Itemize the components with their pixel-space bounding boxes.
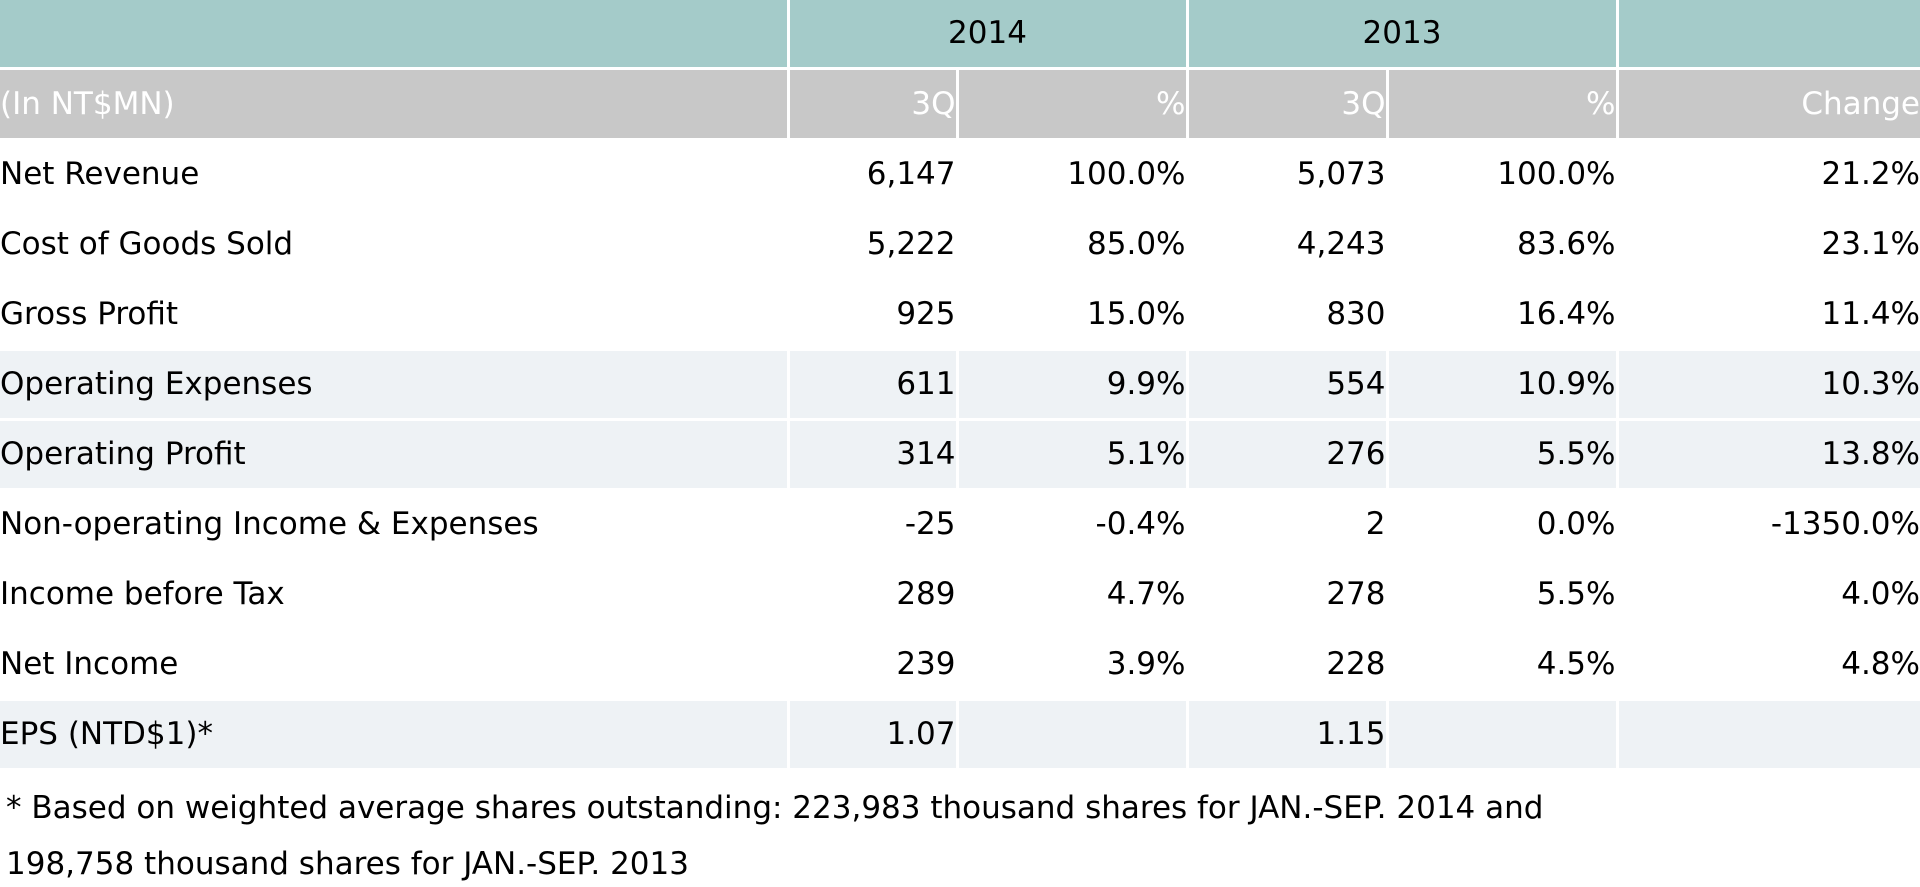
- year-2013-header: 2013: [1187, 0, 1619, 70]
- value-pct-2014: 85.0%: [957, 209, 1189, 281]
- value-3q-2013: 278: [1187, 559, 1389, 631]
- unit-label: (In NT$MN): [0, 68, 790, 141]
- value-change: 10.3%: [1617, 349, 1920, 421]
- col-header-pct-2013: %: [1387, 68, 1619, 141]
- value-pct-2013: 16.4%: [1387, 279, 1619, 351]
- value-pct-2014: 100.0%: [957, 139, 1189, 211]
- value-change: [1617, 699, 1920, 771]
- footnote-line-2: 198,758 thousand shares for JAN.-SEP. 20…: [6, 845, 689, 882]
- value-3q-2013: 554: [1187, 349, 1389, 421]
- row-label: Non-operating Income & Expenses: [0, 489, 790, 561]
- value-3q-2013: 2: [1187, 489, 1389, 561]
- value-3q-2014: 5,222: [788, 209, 959, 281]
- row-label: Net Revenue: [0, 139, 790, 211]
- value-3q-2014: 6,147: [788, 139, 959, 211]
- empty-header-cell: [0, 0, 790, 70]
- value-3q-2013: 4,243: [1187, 209, 1389, 281]
- value-3q-2013: 228: [1187, 629, 1389, 701]
- year-2014-header: 2014: [788, 0, 1189, 70]
- value-change: -1350.0%: [1617, 489, 1920, 561]
- value-pct-2013: 5.5%: [1387, 419, 1619, 491]
- value-pct-2014: 4.7%: [957, 559, 1189, 631]
- value-change: 23.1%: [1617, 209, 1920, 281]
- income-statement-table: 2014 2013 (In NT$MN) 3Q % 3Q % Change Ne…: [0, 0, 1920, 771]
- value-pct-2014: 3.9%: [957, 629, 1189, 701]
- col-header-change: Change: [1617, 68, 1920, 141]
- value-3q-2013: 1.15: [1187, 699, 1389, 771]
- value-3q-2014: 1.07: [788, 699, 959, 771]
- col-header-3q-2014: 3Q: [788, 68, 959, 141]
- col-header-pct-2014: %: [957, 68, 1189, 141]
- value-pct-2014: 9.9%: [957, 349, 1189, 421]
- value-pct-2014: [957, 699, 1189, 771]
- year-header-row: 2014 2013: [0, 0, 1920, 70]
- row-label: Gross Profit: [0, 279, 790, 351]
- table-row-net-revenue: Net Revenue 6,147 100.0% 5,073 100.0% 21…: [0, 139, 1920, 211]
- value-pct-2014: -0.4%: [957, 489, 1189, 561]
- value-pct-2013: 0.0%: [1387, 489, 1619, 561]
- row-label: Operating Profit: [0, 419, 790, 491]
- table-row-eps: EPS (NTD$1)* 1.07 1.15: [0, 699, 1920, 771]
- table-row-net-income: Net Income 239 3.9% 228 4.5% 4.8%: [0, 629, 1920, 701]
- value-3q-2014: 611: [788, 349, 959, 421]
- footnote: * Based on weighted average shares outst…: [0, 780, 1920, 887]
- row-label: EPS (NTD$1)*: [0, 699, 790, 771]
- value-pct-2013: 10.9%: [1387, 349, 1619, 421]
- table-row-operating-expenses: Operating Expenses 611 9.9% 554 10.9% 10…: [0, 349, 1920, 421]
- table-row-income-before-tax: Income before Tax 289 4.7% 278 5.5% 4.0%: [0, 559, 1920, 631]
- value-3q-2013: 276: [1187, 419, 1389, 491]
- table-row-gross-profit: Gross Profit 925 15.0% 830 16.4% 11.4%: [0, 279, 1920, 351]
- value-pct-2014: 5.1%: [957, 419, 1189, 491]
- col-header-3q-2013: 3Q: [1187, 68, 1389, 141]
- table-row-cost-of-goods-sold: Cost of Goods Sold 5,222 85.0% 4,243 83.…: [0, 209, 1920, 281]
- value-3q-2013: 5,073: [1187, 139, 1389, 211]
- column-header-row: (In NT$MN) 3Q % 3Q % Change: [0, 68, 1920, 141]
- table-row-non-operating-income-expenses: Non-operating Income & Expenses -25 -0.4…: [0, 489, 1920, 561]
- value-3q-2014: -25: [788, 489, 959, 561]
- row-label: Cost of Goods Sold: [0, 209, 790, 281]
- empty-header-cell: [1617, 0, 1920, 70]
- value-change: 4.8%: [1617, 629, 1920, 701]
- row-label: Income before Tax: [0, 559, 790, 631]
- value-3q-2014: 289: [788, 559, 959, 631]
- value-pct-2013: 83.6%: [1387, 209, 1619, 281]
- value-pct-2013: 100.0%: [1387, 139, 1619, 211]
- value-change: 4.0%: [1617, 559, 1920, 631]
- value-3q-2014: 314: [788, 419, 959, 491]
- value-pct-2013: 5.5%: [1387, 559, 1619, 631]
- value-pct-2014: 15.0%: [957, 279, 1189, 351]
- table-row-operating-profit: Operating Profit 314 5.1% 276 5.5% 13.8%: [0, 419, 1920, 491]
- value-3q-2014: 925: [788, 279, 959, 351]
- row-label: Operating Expenses: [0, 349, 790, 421]
- value-change: 21.2%: [1617, 139, 1920, 211]
- value-3q-2014: 239: [788, 629, 959, 701]
- footnote-line-1: * Based on weighted average shares outst…: [6, 789, 1544, 826]
- value-pct-2013: 4.5%: [1387, 629, 1619, 701]
- value-change: 11.4%: [1617, 279, 1920, 351]
- row-label: Net Income: [0, 629, 790, 701]
- value-change: 13.8%: [1617, 419, 1920, 491]
- value-3q-2013: 830: [1187, 279, 1389, 351]
- value-pct-2013: [1387, 699, 1619, 771]
